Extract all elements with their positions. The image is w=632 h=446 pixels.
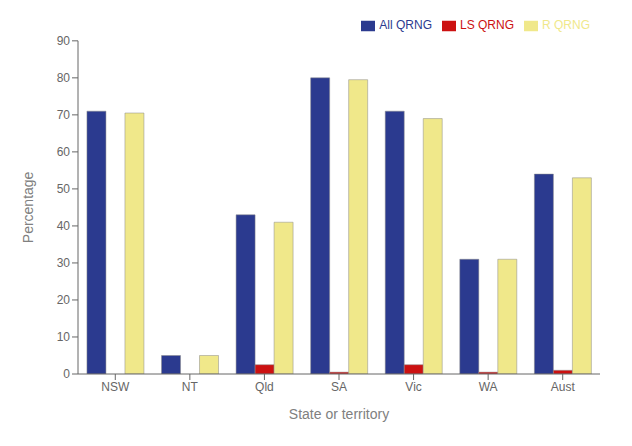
svg-text:NT: NT (182, 380, 199, 394)
svg-text:60: 60 (57, 145, 71, 159)
svg-text:Vic: Vic (405, 380, 421, 394)
svg-text:30: 30 (57, 256, 71, 270)
svg-text:0: 0 (63, 367, 70, 381)
svg-text:SA: SA (331, 380, 347, 394)
svg-text:40: 40 (57, 219, 71, 233)
svg-text:State or territory: State or territory (289, 406, 389, 422)
html-text:LS QRNG: LS QRNG (460, 18, 514, 32)
svg-text:50: 50 (57, 182, 71, 196)
svg-text:WA: WA (479, 380, 498, 394)
svg-text:10: 10 (57, 330, 71, 344)
svg-text:20: 20 (57, 293, 71, 307)
svg-text:Percentage: Percentage (20, 171, 36, 243)
svg-text:Aust: Aust (551, 380, 576, 394)
svg-text:NSW: NSW (101, 380, 130, 394)
svg-text:Qld: Qld (255, 380, 274, 394)
html-text:R QRNG: R QRNG (542, 18, 590, 32)
svg-text:80: 80 (57, 71, 71, 85)
html-text:All QRNG: All QRNG (379, 18, 432, 32)
svg-text:70: 70 (57, 108, 71, 122)
svg-text:90: 90 (57, 34, 71, 48)
